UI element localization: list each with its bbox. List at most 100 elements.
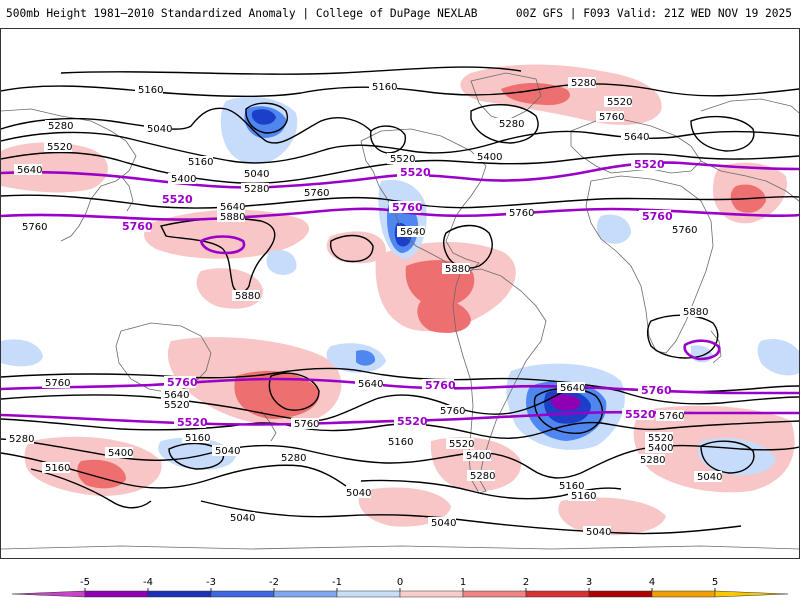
svg-text:5520: 5520 [607,97,632,108]
coast-japan [120,175,134,212]
svg-text:5400: 5400 [171,174,196,185]
svg-text:5760: 5760 [167,376,198,389]
highlight-label-6: 5760 [119,220,153,233]
colorbar-segment-4 [273,590,338,598]
colorbar-segment-2 [147,590,212,598]
contour-label-4: 5520 [604,96,632,108]
contour-high-tasman [268,372,320,411]
svg-text:5400: 5400 [477,152,502,163]
contour-5040-north [1,107,372,144]
contour-label-38: 5160 [385,436,413,448]
highlight-5520-south [1,410,799,426]
map-title: 500mb Height 1981–2010 Standardized Anom… [6,7,478,20]
svg-text:5640: 5640 [400,227,425,238]
contour-label-11: 5160 [185,156,213,168]
contour-label-28: 5760 [42,377,70,389]
colorbar-segment-10 [651,590,716,598]
svg-text:5880: 5880 [220,212,245,223]
svg-text:5760: 5760 [672,225,697,236]
svg-text:5520: 5520 [164,400,189,411]
contour-label-46: 5280 [637,454,665,466]
contour-label-31: 5640 [161,389,189,401]
anomaly-neg-10 [550,394,581,411]
svg-text:5760: 5760 [440,406,465,417]
contour-5040-south [200,500,742,535]
colorbar-segment-6 [399,590,464,598]
coast-antarctica [1,545,799,550]
coast-africa [585,175,714,354]
svg-text:5640: 5640 [17,165,42,176]
contour-label-35: 5760 [291,418,319,430]
contour-low-nw-pacific [245,102,288,134]
highlight-label-2: 5520 [631,158,665,171]
contour-label-51: 5040 [343,487,371,499]
coast-new-zealand [260,410,277,442]
contour-label-22: 5760 [19,221,47,233]
svg-text:5040: 5040 [244,169,269,180]
contour-label-23: 5760 [669,224,697,236]
contour-5280-south [1,452,347,489]
highlight-5880-cutoff-pacific [199,235,246,255]
contour-5160-north [1,83,799,98]
colorbar-segments [11,590,789,598]
svg-text:5160: 5160 [138,85,163,96]
svg-text:5520: 5520 [449,439,474,450]
svg-text:5040: 5040 [215,446,240,457]
svg-text:5760: 5760 [392,201,423,214]
svg-text:5760: 5760 [599,112,624,123]
contour-label-16: 5400 [168,173,196,185]
highlight-label-10: 5520 [622,408,656,421]
contour-label-53: 5040 [227,512,255,524]
colorbar-tick-label: -2 [269,577,279,588]
contour-label-6: 5280 [45,120,73,132]
contour-label-37: 5280 [6,433,34,445]
svg-text:5040: 5040 [431,518,456,529]
svg-text:5160: 5160 [388,437,413,448]
svg-text:5040: 5040 [147,124,172,135]
contour-label-13: 5400 [474,151,502,163]
contour-label-30: 5640 [557,382,585,394]
contour-label-1: 5160 [135,84,163,96]
positive-anomaly-shading [1,64,795,536]
svg-text:5280: 5280 [571,78,596,89]
contour-label-39: 5520 [446,438,474,450]
contour-label-26: 5880 [232,290,260,302]
contour-5760-south-top [1,367,799,393]
contour-label-48: 5280 [467,470,495,482]
svg-text:5520: 5520 [400,166,431,179]
svg-text:5880: 5880 [683,307,708,318]
contour-label-54: 5040 [428,517,456,529]
svg-text:5520: 5520 [162,193,193,206]
svg-text:5280: 5280 [9,434,34,445]
contour-label-14: 5640 [14,164,42,176]
colorbar-tick-label: 4 [649,577,655,588]
contour-label-44: 5400 [463,450,491,462]
colorbar-legend: -5 -4 -3 -2 -1 0 1 2 3 4 5 [11,577,789,598]
colorbar-segment-8 [525,590,590,598]
colorbar-tick-label: 5 [712,577,718,588]
svg-text:5400: 5400 [108,448,133,459]
svg-text:5640: 5640 [560,383,585,394]
contour-label-41: 5400 [645,442,673,454]
contour-label-21: 5880 [217,211,245,223]
svg-text:5280: 5280 [281,453,306,464]
contour-labels: 5160 5160 5280 5520 5760 5280 5040 5280 … [6,77,722,538]
svg-text:5880: 5880 [445,264,470,275]
svg-text:5160: 5160 [185,433,210,444]
contour-label-27: 5880 [680,306,708,318]
colorbar-segment-1 [84,590,149,598]
contour-label-20: 5760 [506,207,534,219]
contour-label-19: 5640 [217,201,245,213]
highlight-label-12: 5520 [174,416,208,429]
contour-label-47: 5160 [42,462,70,474]
coast-asia-west [1,108,137,242]
svg-text:5160: 5160 [571,491,596,502]
contour-label-24: 5640 [397,226,425,238]
contour-low-alaska [370,125,406,154]
contour-label-52: 5160 [568,490,596,502]
contour-5880-atlantic [443,224,493,269]
contour-label-50: 5160 [556,480,584,492]
contour-low-ne-canada [470,103,539,144]
anomaly-pos-9 [417,299,471,333]
colorbar-tick-label: 0 [397,577,403,588]
